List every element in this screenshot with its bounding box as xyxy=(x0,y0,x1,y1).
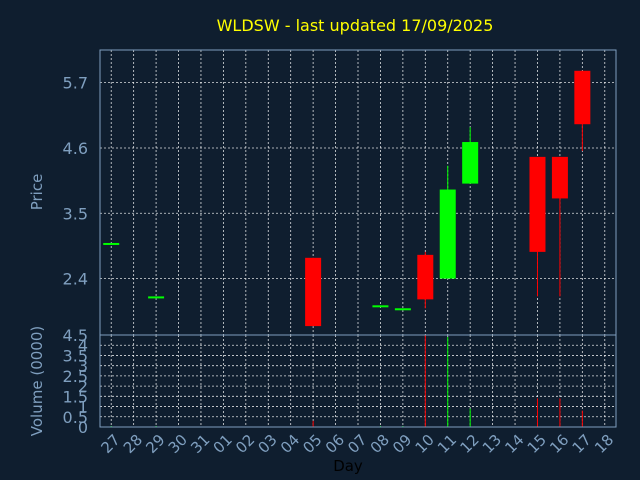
candle-body xyxy=(462,142,479,184)
price-tick-label: 2.4 xyxy=(63,270,88,289)
candles xyxy=(103,70,591,327)
volume-bars xyxy=(110,335,583,427)
candle-body xyxy=(439,189,456,279)
candle-body xyxy=(103,242,120,245)
day-tick-labels: 2728293031010203040506070809101112131415… xyxy=(97,431,617,457)
candle-body xyxy=(417,254,434,300)
candle-body xyxy=(305,257,322,327)
volume-tick-label: 1 xyxy=(78,398,88,417)
price-tick-label: 4.6 xyxy=(63,139,88,158)
volume-plot-frame xyxy=(99,334,617,428)
candle-body xyxy=(394,308,411,311)
volume-tick-label: 3.5 xyxy=(63,346,88,365)
price-tick-label: 5.7 xyxy=(63,74,88,93)
candle-body xyxy=(148,296,165,299)
volume-tick-labels: 00.511.522.533.544.5 xyxy=(63,326,88,437)
volume-tick-label: 4 xyxy=(78,336,88,355)
volume-tick-label: 0.5 xyxy=(63,408,88,427)
volume-axis-label: Volume (0000) xyxy=(28,326,46,436)
candle-body xyxy=(529,156,546,252)
volume-tick-label: 2.5 xyxy=(63,367,88,386)
price-tick-label: 3.5 xyxy=(63,204,88,223)
volume-tick-label: 0 xyxy=(78,418,88,437)
volume-tick-label: 4.5 xyxy=(63,326,88,345)
candle-body xyxy=(551,156,568,199)
volume-tick-label: 1.5 xyxy=(63,387,88,406)
price-axis-label: Price xyxy=(28,174,46,211)
volume-tick-label: 2 xyxy=(78,377,88,396)
candle-body xyxy=(574,70,591,125)
volume-tick-label: 3 xyxy=(78,357,88,376)
candle-body xyxy=(372,305,389,308)
price-tick-labels: 2.4 3.5 4.6 5.7 xyxy=(63,74,88,289)
day-tick-label: 18 xyxy=(591,431,617,457)
x-axis-label: Day xyxy=(333,457,363,475)
volume-gridlines xyxy=(100,334,616,428)
chart-title: WLDSW - last updated 17/09/2025 xyxy=(217,16,494,35)
